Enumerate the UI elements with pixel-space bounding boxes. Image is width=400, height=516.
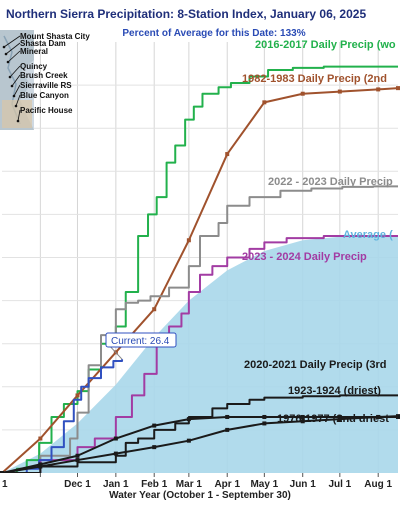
current-callout-box [105,332,177,348]
series-6-point-6 [225,414,230,419]
station-label-0: Mount Shasta City [20,32,90,41]
x-tick-label-5: Apr 1 [214,479,240,490]
series-labels: 2016-2017 Daily Precip (wo 1982-1983 Dail… [105,39,396,425]
x-tick-label-2: Jan 1 [103,479,129,490]
station-leader-4 [11,74,21,87]
series-7-point-2 [75,458,80,463]
label-2020-2021: 2020-2021 Daily Precip (3rd [244,359,386,371]
series-7-point-9 [337,417,342,422]
station-marker-2 [6,60,10,64]
series-lines [0,65,400,475]
series-1-point-5 [186,238,191,243]
series-1-line [1,87,399,474]
station-leader-6 [15,94,21,107]
label-2023-2024: 2023 - 2024 Daily Precip [242,251,367,263]
x-tick-label-9: Aug 1 [364,479,392,490]
series-1-point-11 [396,86,400,91]
series-7-point-11 [396,414,400,419]
station-label-7: Pacific House [20,106,73,115]
series-7-point-6 [225,427,230,432]
series-1-point-2 [75,393,80,398]
station-label-5: Sierraville RS [20,81,72,90]
series-1-point-4 [152,307,157,312]
series-7-point-5 [186,438,191,443]
x-tick-label-4: Mar 1 [176,479,203,490]
station-marker-3 [8,75,12,79]
station-label-2: Mineral [20,47,48,56]
station-leader-1 [5,42,21,55]
station-leader-2 [7,50,21,63]
x-tick-label-3: Feb 1 [141,479,168,490]
x-tick-label-0: 1 [2,479,8,490]
series-7-point-8 [300,419,305,424]
x-tick-label-7: Jun 1 [290,479,317,490]
station-marker-6 [14,104,18,108]
series-6-point-8 [300,414,305,419]
series-6-point-9 [337,414,342,419]
series-6-point-7 [262,414,267,419]
series-6-point-2 [75,453,80,458]
series-2-line [2,185,398,474]
station-leader-5 [13,84,21,97]
series-6-point-5 [186,417,191,422]
series-0-line [2,65,398,474]
series-6-point-1 [38,462,43,467]
station-marker-1 [4,52,8,56]
station-label-4: Brush Creek [20,71,68,80]
label-2022-2023: 2022 - 2023 Daily Precip [268,176,393,188]
station-label-3: Quincy [20,62,48,71]
label-average: Average ( [343,229,393,241]
series-1-point-9 [337,89,342,94]
plot-area: 2016-2017 Daily Precip (wo 1982-1983 Dail… [0,39,400,475]
chart-subtitle: Percent of Average for this Date: 133% [122,28,305,39]
label-2016-2017: 2016-2017 Daily Precip (wo [255,39,396,51]
series-6-point-4 [152,423,157,428]
label-1923-1924: 1923-1924 (driest) [288,385,381,397]
map-lowland [2,100,32,128]
station-marker-7 [16,119,20,123]
station-leader-0 [3,35,21,48]
x-axis-label: Water Year (October 1 - September 30) [109,490,291,501]
series-1-point-1 [38,436,43,441]
series-5-line [2,394,398,474]
station-leader-7 [17,109,21,122]
series-1-point-6 [225,152,230,157]
series-7-point-10 [376,414,381,419]
station-label-1: Shasta Dam [20,39,66,48]
x-tick-label-6: May 1 [250,479,278,490]
station-label-6: Blue Canyon [20,91,69,100]
series-7-point-3 [113,451,118,456]
x-tick-label-8: Jul 1 [328,479,351,490]
average-area [2,235,398,473]
series-1-point-7 [262,100,267,105]
station-leader-3 [9,65,21,78]
chart-title: Northern Sierra Precipitation: 8-Station… [6,7,366,21]
series-1-point-10 [376,87,381,92]
label-1976-1977: 1976-1977 (2nd driest [277,413,389,425]
series-7-line [1,415,399,474]
x-tick-label-1: Dec 1 [64,479,91,490]
series-7-point-7 [262,421,267,426]
series-7-point-4 [152,445,157,450]
series-6-line [1,415,398,474]
current-callout-text: Current: 26.4 [111,336,170,347]
series-1-point-8 [300,91,305,96]
station-marker-5 [12,94,16,98]
series-3-line [2,234,398,474]
station-marker-0 [2,45,6,49]
average-fill [2,235,398,473]
label-1982-1983: 1982-1983 Daily Precip (2nd [242,73,387,85]
station-marker-4 [10,84,14,88]
series-7-point-1 [38,464,43,469]
x-axis-ticks: 1 Dec 1 Jan 1 Feb 1 Mar 1 Apr 1 May 1 Jun 1 Jul … [2,473,393,490]
series-6-point-3 [113,436,118,441]
